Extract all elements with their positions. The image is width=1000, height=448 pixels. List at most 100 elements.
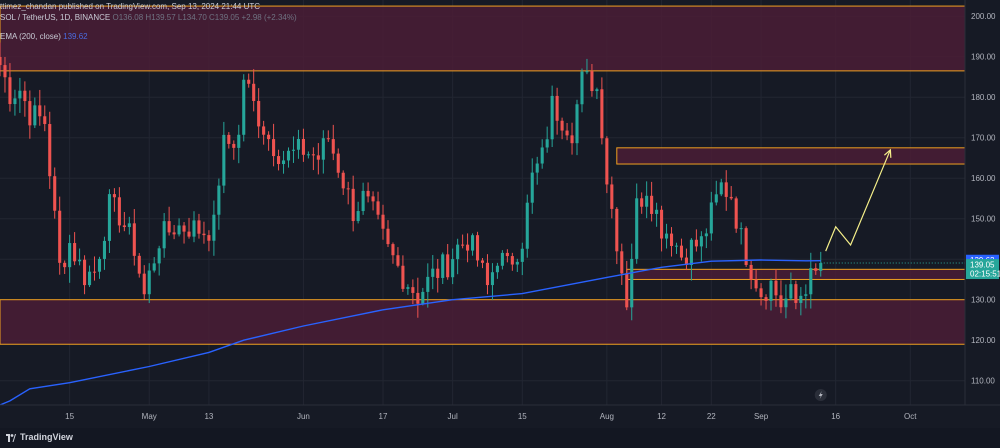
candle-body [471,235,475,251]
candle-body [38,105,42,117]
y-tick-label: 150.00 [971,215,996,224]
candle-body [451,259,455,278]
candle-body [13,98,17,105]
candle-body [28,101,32,126]
indicator-line[interactable]: EMA (200, close) 139.62 [0,32,88,41]
x-tick-label: 12 [657,412,666,421]
x-tick-label: May [142,412,157,421]
candle-body [281,160,286,165]
x-tick-label: Oct [904,412,917,421]
candle-body [83,259,87,286]
candle-body [804,294,808,296]
y-tick-label: 130.00 [971,296,996,305]
candle-body [207,235,211,241]
candle-body [262,126,266,135]
candle-body [102,240,107,259]
candle-body [650,195,654,214]
ohlc-values: O136.08 H139.57 L134.70 C139.05 +2.98 (+… [112,13,297,22]
candle-body [242,79,246,135]
candle-body [326,138,330,140]
candle-body [142,273,146,295]
candle-body [446,254,450,278]
candle-body [321,138,325,160]
candle-body [704,233,708,237]
projection-arrow [825,148,892,252]
candle-body [286,150,291,161]
price-label-text: 139.05 [970,261,995,270]
candle-body [809,268,813,295]
candle-body [232,143,236,148]
y-tick-label: 180.00 [971,93,996,102]
y-tick-label: 200.00 [971,12,996,21]
candle-body [625,273,629,308]
candle-body [709,202,713,234]
candle-body [267,134,271,140]
x-tick-label: 17 [379,412,388,421]
footer-brand[interactable]: TradingView [20,432,73,442]
candle-body [535,163,539,173]
candles [0,42,823,321]
candle-body [729,196,733,199]
candle-body [341,172,345,189]
candle-body [391,244,395,256]
candle-body [774,280,778,296]
price-label-box [966,269,999,280]
candle-body [421,291,425,304]
candle-body [699,236,703,247]
candle-body [545,139,549,148]
candle-body [689,239,693,266]
candle-body [665,233,669,239]
candle-body [605,138,609,185]
candle-body [351,188,355,222]
x-tick-label: Aug [600,412,614,421]
candle-body [68,243,72,268]
indicator-value: 139.62 [63,32,88,41]
candle-body [73,243,77,262]
candle-body [311,154,315,156]
zone-box [626,268,966,280]
candle-body [764,297,768,301]
candle-body [381,214,385,229]
candle-body [436,268,440,278]
candle-body [301,138,305,155]
candle-body [749,264,753,280]
projection-path [825,149,891,252]
candle-body [346,188,350,190]
candle-body [510,256,514,265]
price-label-box [966,259,999,271]
candle-body [212,214,216,241]
candle-body [401,265,405,289]
candle-body [475,235,480,261]
price-chart[interactable]: 110.00120.00130.00140.00150.00160.00170.… [0,0,1000,428]
candle-body [630,258,634,308]
y-tick-label: 110.00 [971,377,995,386]
symbol-name[interactable]: SOL / TetherUS, 1D, BINANCE [0,13,111,22]
candle-body [162,221,166,249]
candle-body [789,284,793,299]
y-tick-label: 160.00 [971,174,996,183]
candle-body [565,130,569,136]
candle-body [78,259,82,262]
x-tick-label: Jul [448,412,458,421]
candle-body [58,210,62,263]
candle-body [331,139,335,154]
candle-body [799,295,803,303]
candle-body [550,95,554,140]
candle-body [575,104,579,144]
candle-body [480,260,485,263]
candle-body [734,198,738,229]
x-tick-label: 13 [204,412,213,421]
candle-body [356,211,360,222]
candle-body [23,90,27,102]
zone-box [0,299,966,345]
candle-body [814,268,818,271]
candle-body [3,65,7,78]
candle-body [485,262,490,286]
candle-body [167,221,171,233]
candle-body [819,263,823,271]
candle-body [316,155,320,160]
candle-body [107,194,111,241]
zone-box [616,147,966,165]
candle-body [366,190,370,197]
